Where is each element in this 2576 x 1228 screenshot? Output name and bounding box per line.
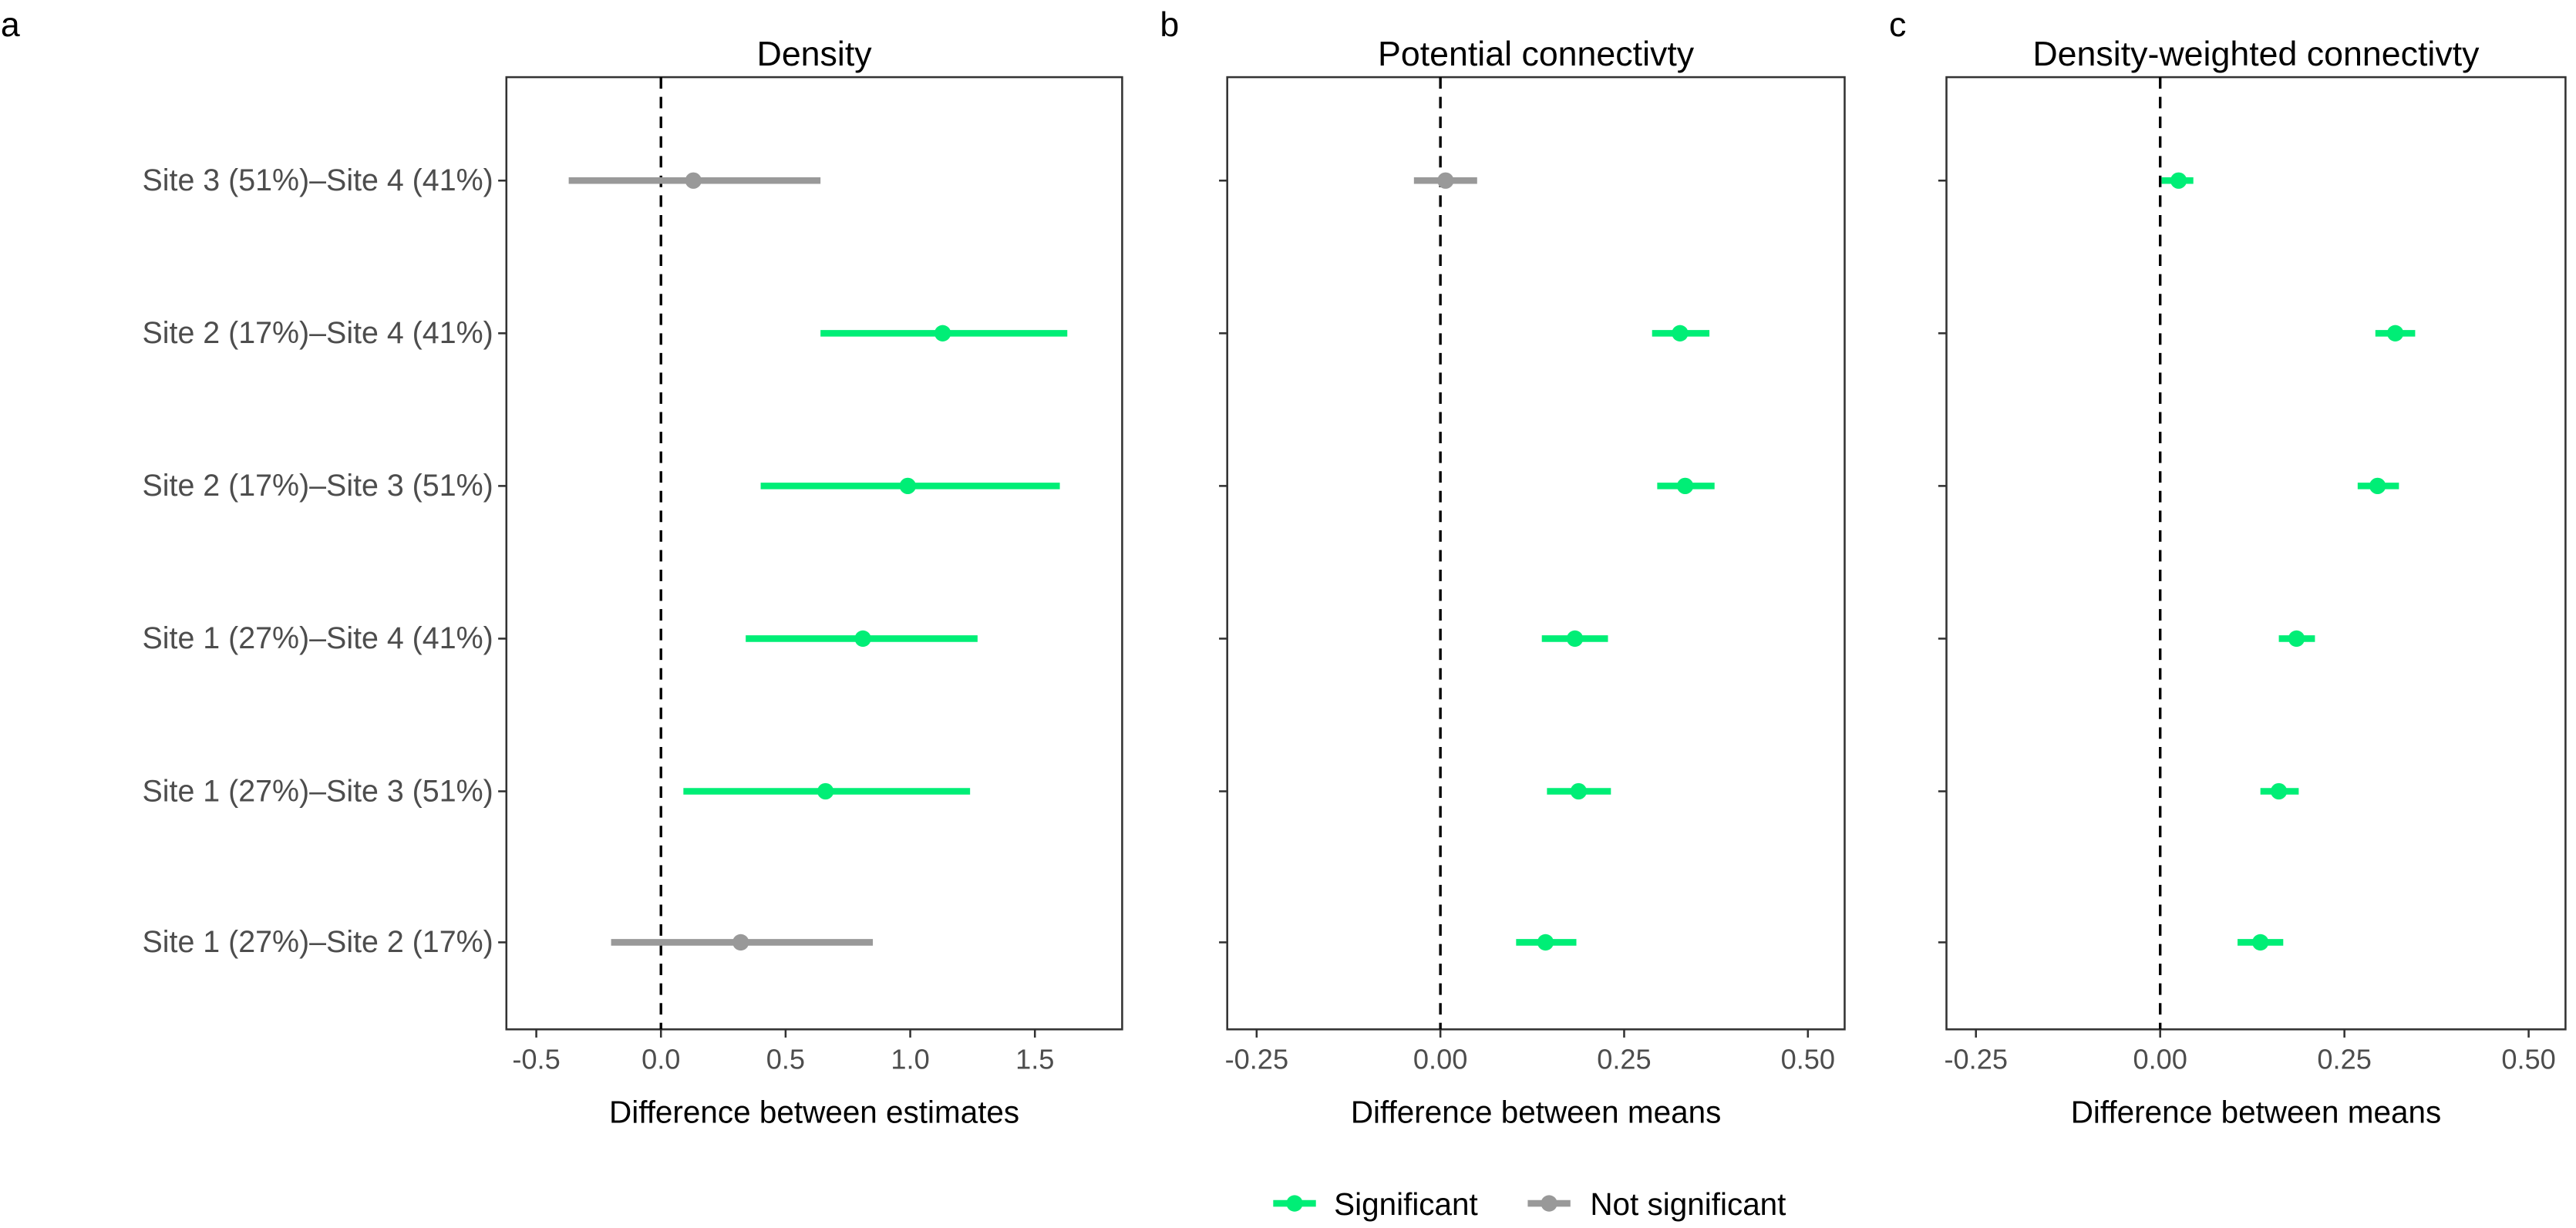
x-tick-label: 0.50 — [1781, 1043, 1835, 1075]
panel-title: Density — [757, 35, 873, 73]
panel-c: c Density-weighted connectivty -0.25 0.00 0.… — [1889, 6, 2567, 1130]
estimate-point — [2288, 630, 2305, 648]
panel-letter: b — [1160, 6, 1179, 44]
legend-label-significant: Significant — [1334, 1186, 1478, 1222]
x-tick-label: 0.00 — [1413, 1043, 1467, 1075]
panel-border — [1226, 76, 1846, 1031]
estimate-point — [2369, 477, 2386, 495]
panel-border — [1945, 76, 2567, 1031]
category-label: Site 2 (17%)–Site 3 (51%) — [143, 469, 493, 503]
category-label: Site 2 (17%)–Site 4 (41%) — [143, 316, 493, 350]
legend-key-not-significant-point — [1541, 1195, 1557, 1212]
x-tick-label: 0.25 — [2317, 1043, 2371, 1075]
x-axis-title: Difference between means — [1351, 1095, 1721, 1130]
x-tick-label: 0.5 — [766, 1043, 805, 1075]
x-tick-label: 0.25 — [1597, 1043, 1651, 1075]
estimate-point — [1672, 325, 1689, 341]
panel-b: b Potential connectivty -0.25 0.00 0.25 0.50 D… — [1160, 6, 1846, 1130]
legend: Significant Not significant — [1273, 1186, 1786, 1222]
category-labels: Site 3 (51%)–Site 4 (41%) Site 2 (17%)–Si… — [143, 163, 493, 959]
legend-key-significant-point — [1286, 1195, 1303, 1212]
x-tick-label: -0.5 — [512, 1043, 560, 1075]
panel-a: a Density -0.5 0.0 0.5 1.0 1.5 Difference betwe… — [1, 6, 1123, 1130]
legend-label-not-significant: Not significant — [1590, 1186, 1786, 1222]
category-label: Site 1 (27%)–Site 4 (41%) — [143, 621, 493, 655]
category-label: Site 1 (27%)–Site 3 (51%) — [143, 774, 493, 808]
x-tick-label: -0.25 — [1944, 1043, 2007, 1075]
x-tick-label: -0.25 — [1225, 1043, 1288, 1075]
estimate-point — [2170, 172, 2187, 189]
x-tick-label: 0.50 — [2501, 1043, 2555, 1075]
estimate-point — [1676, 477, 1694, 495]
x-tick-label: 1.0 — [891, 1043, 929, 1075]
panel-letter: c — [1889, 6, 1906, 44]
estimate-point — [817, 782, 834, 800]
category-label: Site 1 (27%)–Site 2 (17%) — [143, 925, 493, 959]
x-axis-title: Difference between estimates — [609, 1095, 1019, 1130]
estimate-point — [732, 934, 749, 951]
x-tick-label: 0.00 — [2133, 1043, 2187, 1075]
x-tick-label: 1.5 — [1015, 1043, 1054, 1075]
estimate-point — [2252, 934, 2269, 951]
category-label: Site 3 (51%)–Site 4 (41%) — [143, 163, 493, 197]
estimate-point — [685, 172, 702, 189]
estimate-point — [1566, 630, 1584, 648]
panel-title: Density-weighted connectivty — [2032, 35, 2480, 73]
estimate-point — [1537, 934, 1554, 951]
estimate-point — [2386, 325, 2404, 341]
panel-title: Potential connectivty — [1378, 35, 1695, 73]
estimate-point — [934, 325, 951, 341]
estimate-point — [1570, 782, 1588, 800]
x-tick-label: 0.0 — [641, 1043, 680, 1075]
estimate-point — [2270, 782, 2288, 800]
estimate-point — [854, 630, 871, 648]
x-axis-title: Difference between means — [2071, 1095, 2441, 1130]
panel-border — [505, 76, 1123, 1031]
estimate-point — [899, 477, 916, 495]
panel-letter: a — [1, 6, 20, 44]
estimate-point — [1437, 172, 1454, 189]
